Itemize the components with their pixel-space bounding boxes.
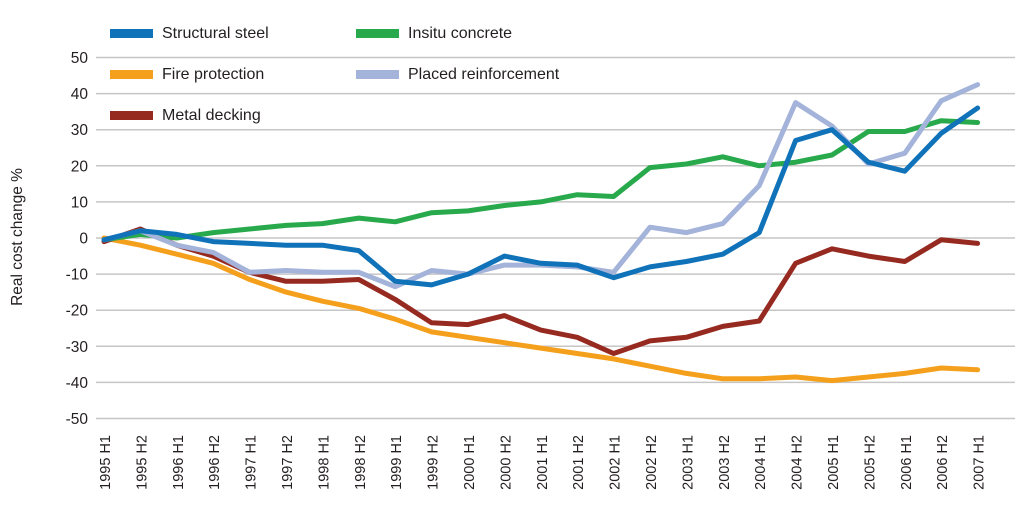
x-tick-label: 2002 H2 xyxy=(644,435,660,490)
x-tick-label: 2003 H2 xyxy=(717,435,733,490)
legend-item: Structural steel xyxy=(110,25,269,42)
y-tick-label: -20 xyxy=(66,303,89,320)
x-tick-label: 2005 H2 xyxy=(862,435,878,490)
legend-label: Structural steel xyxy=(162,25,269,42)
x-tick-label: 2007 H1 xyxy=(972,435,988,490)
series-line-insitu-concrete xyxy=(101,118,981,243)
y-tick-label: 10 xyxy=(71,194,89,211)
x-tick-label: 2002 H1 xyxy=(608,435,624,490)
y-tick-label: -30 xyxy=(66,339,89,356)
x-tick-label: 1997 H2 xyxy=(280,435,296,490)
x-tick-label: 1995 H1 xyxy=(98,435,114,490)
legend-item: Fire protection xyxy=(110,66,264,83)
y-tick-label: 0 xyxy=(79,231,88,248)
y-axis-title: Real cost change % xyxy=(9,168,26,306)
x-tick-label: 1996 H2 xyxy=(207,435,223,490)
x-tick-label: 2006 H2 xyxy=(935,435,951,490)
legend-swatch xyxy=(110,111,153,120)
series-lines-group xyxy=(101,82,981,384)
y-tick-label: 20 xyxy=(71,158,89,175)
x-tick-label: 2003 H1 xyxy=(680,435,696,490)
series-line-structural-steel xyxy=(101,105,981,288)
x-tick-label: 2001 H2 xyxy=(571,435,587,490)
legend-swatch xyxy=(356,29,399,38)
legend-swatch xyxy=(110,29,153,38)
legend-item: Placed reinforcement xyxy=(356,66,560,83)
legend-group: Structural steel Fire protection Metal dec… xyxy=(110,25,560,124)
y-tick-label: 50 xyxy=(71,50,89,67)
x-tick-label: 2004 H2 xyxy=(790,435,806,490)
x-tick-label: 1999 H1 xyxy=(389,435,405,490)
x-tick-label: 2001 H1 xyxy=(535,435,551,490)
axis-labels-group: -50 -40 -30 -20 -10 0 10 20 30 40 50 1995 H1 1995 H2… xyxy=(66,50,988,490)
y-tick-label: 30 xyxy=(71,122,89,139)
x-tick-label: 2000 H1 xyxy=(462,435,478,490)
legend-item: Insitu concrete xyxy=(356,25,512,42)
legend-label: Insitu concrete xyxy=(408,25,512,42)
y-tick-label: -40 xyxy=(66,375,89,392)
x-tick-label: 2005 H1 xyxy=(826,435,842,490)
y-tick-label: -10 xyxy=(66,267,89,284)
x-tick-label: 1999 H2 xyxy=(426,435,442,490)
legend-label: Placed reinforcement xyxy=(408,66,560,83)
legend-label: Metal decking xyxy=(162,107,261,124)
x-tick-label: 1996 H1 xyxy=(171,435,187,490)
x-tick-label: 2006 H1 xyxy=(899,435,915,490)
series-line-metal-decking xyxy=(101,226,981,356)
x-tick-label: 1995 H2 xyxy=(134,435,150,490)
x-tick-label: 2004 H1 xyxy=(753,435,769,490)
legend-item: Metal decking xyxy=(110,107,261,124)
x-tick-label: 1998 H2 xyxy=(353,435,369,490)
legend-swatch xyxy=(110,70,153,79)
legend-label: Fire protection xyxy=(162,66,264,83)
x-tick-label: 2000 H2 xyxy=(498,435,514,490)
x-tick-label: 1998 H1 xyxy=(316,435,332,490)
series-line-fire-protection xyxy=(101,235,981,384)
legend-swatch xyxy=(356,70,399,79)
gridlines-group xyxy=(96,56,1015,420)
y-tick-label: 40 xyxy=(71,86,89,103)
y-tick-label: -50 xyxy=(66,411,89,428)
x-tick-label: 1997 H1 xyxy=(244,435,260,490)
